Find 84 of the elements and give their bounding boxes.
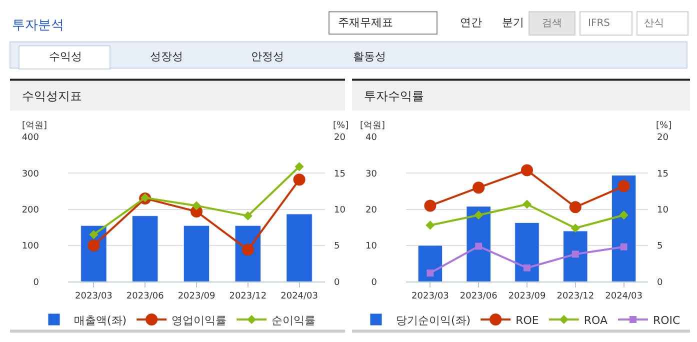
- legend-label: ROE: [516, 314, 539, 327]
- text: IFRS: [588, 18, 610, 29]
- point: [243, 211, 252, 220]
- legend-label: 매출액(좌): [74, 314, 127, 327]
- legend-label: 당기순이익(좌): [396, 314, 471, 327]
- point: [618, 180, 630, 192]
- x-tick-label: 2023/12: [556, 291, 594, 302]
- text: 연간: [460, 16, 482, 29]
- point: [88, 239, 100, 252]
- y2-tick-label: 20: [334, 133, 346, 144]
- text: 성장성: [150, 50, 183, 63]
- legend-label: 순이익률: [272, 314, 316, 327]
- point: [426, 269, 434, 276]
- bar: [563, 230, 588, 282]
- y2-tick-label: 0: [334, 278, 340, 288]
- point: [474, 210, 484, 220]
- x-tick-label: 2023/03: [75, 291, 112, 302]
- x-tick-label: 2023/03: [412, 291, 449, 302]
- point: [192, 201, 202, 210]
- x-tick-label: 2023/09: [178, 291, 216, 302]
- y-axis-title: [억원]: [360, 121, 386, 131]
- y-tick-label: 0: [371, 278, 378, 288]
- y2-tick-label: 20: [657, 133, 669, 144]
- bar: [514, 222, 540, 282]
- y2-axis-title: [%]: [656, 121, 672, 131]
- bar: [286, 214, 312, 282]
- y-tick-label: 10: [366, 242, 378, 252]
- legend-label: ROA: [584, 314, 608, 327]
- bar: [183, 225, 210, 282]
- x-tick-label: 2024/03: [605, 291, 642, 302]
- y2-tick-label: 5: [657, 242, 663, 252]
- y2-tick-label: 15: [334, 169, 346, 180]
- point: [619, 210, 628, 220]
- point: [620, 243, 628, 250]
- point: [522, 200, 532, 209]
- text: 투자분석: [12, 18, 64, 33]
- point: [524, 264, 530, 272]
- y2-tick-label: 5: [334, 242, 340, 252]
- text: 주재무제표: [338, 16, 393, 29]
- point: [294, 162, 304, 172]
- y-tick-label: 300: [22, 169, 40, 180]
- text: 수익성: [49, 50, 82, 63]
- text: 산식: [644, 18, 664, 29]
- y-axis-title: [억원]: [22, 121, 48, 131]
- y2-tick-label: 0: [657, 278, 663, 288]
- point: [426, 220, 435, 230]
- y2-tick-label: 10: [657, 205, 669, 216]
- point: [242, 244, 254, 256]
- bar: [466, 206, 491, 282]
- point: [570, 224, 580, 233]
- point: [572, 250, 579, 258]
- point: [475, 242, 482, 250]
- bar: [418, 245, 443, 282]
- x-tick-label: 2023/06: [460, 291, 498, 302]
- point: [424, 200, 436, 212]
- x-tick-label: 2023/06: [126, 291, 164, 302]
- y-tick-label: 40: [366, 133, 378, 144]
- y-tick-label: 200: [22, 205, 40, 216]
- y2-axis-title: [%]: [333, 121, 349, 131]
- y2-tick-label: 10: [334, 205, 346, 216]
- point: [293, 174, 306, 186]
- point: [472, 182, 485, 194]
- chart-title: 수익성지표: [22, 89, 82, 103]
- x-tick-label: 2023/12: [229, 291, 267, 302]
- text: 분기: [502, 16, 524, 29]
- legend-label: 영업이익률: [172, 314, 227, 327]
- legend-label: ROIC: [653, 314, 681, 327]
- text: 활동성: [353, 50, 386, 63]
- y-tick-label: 20: [366, 205, 378, 216]
- point: [569, 201, 582, 214]
- y2-tick-label: 15: [657, 169, 668, 180]
- bar: [132, 216, 158, 282]
- x-tick-label: 2024/03: [280, 291, 318, 302]
- y-tick-label: 400: [22, 133, 40, 144]
- text: 안정성: [251, 50, 284, 63]
- chart-title: 투자수익률: [364, 89, 424, 103]
- y-tick-label: 100: [22, 242, 40, 252]
- y-tick-label: 0: [33, 278, 40, 288]
- point: [521, 164, 533, 176]
- point: [89, 230, 98, 240]
- x-tick-label: 2023/09: [508, 291, 546, 302]
- text: 검색: [542, 18, 562, 29]
- y-tick-label: 30: [366, 169, 378, 180]
- bar: [611, 175, 636, 282]
